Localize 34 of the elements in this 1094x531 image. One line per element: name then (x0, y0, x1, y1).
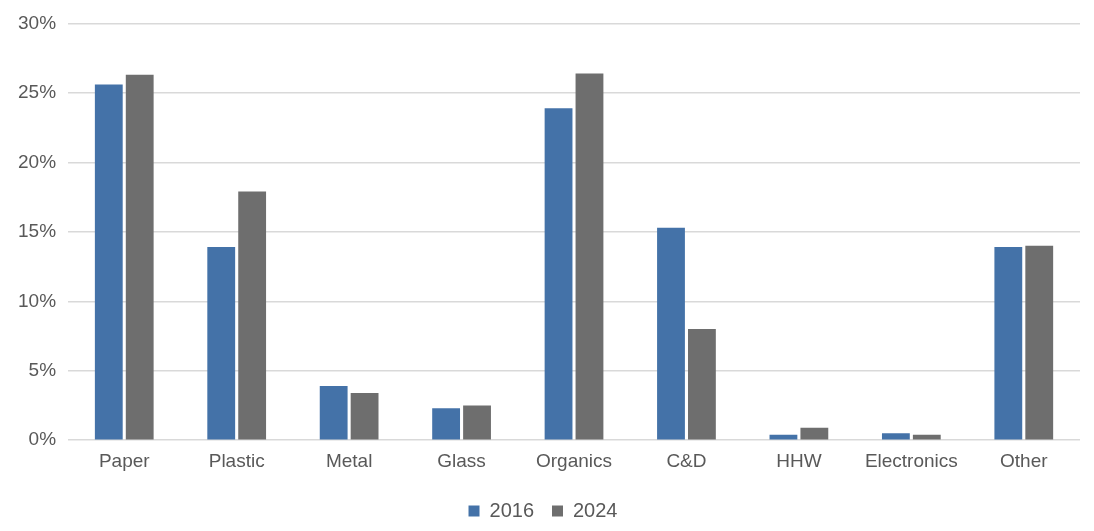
x-tick-label: Glass (437, 449, 486, 471)
x-tick-label: Plastic (208, 449, 265, 471)
bar (94, 84, 123, 440)
bar (575, 73, 604, 440)
x-tick-label: Metal (325, 449, 373, 471)
bar (657, 227, 685, 440)
x-tick-label: Organics (536, 449, 613, 471)
bar (319, 386, 348, 440)
x-tick-label: C&D (666, 449, 707, 471)
y-tick-label: 25% (18, 81, 57, 103)
x-tick-label: Electronics (864, 449, 958, 471)
bar (432, 408, 461, 440)
x-tick-label: Paper (98, 449, 151, 471)
bar (463, 405, 491, 440)
bar (994, 247, 1023, 440)
bar (350, 392, 379, 440)
bar (238, 191, 267, 440)
x-tick-label: HHW (776, 449, 822, 471)
legend-label: 2024 (573, 498, 618, 521)
bar (688, 329, 716, 440)
y-tick-label: 15% (18, 220, 57, 242)
legend-label: 2016 (489, 498, 535, 521)
bar (207, 247, 236, 440)
bar (125, 74, 154, 440)
y-tick-label: 20% (18, 150, 57, 172)
y-tick-label: 30% (18, 11, 57, 33)
y-tick-label: 0% (28, 428, 57, 450)
bar (1025, 245, 1054, 440)
bar (544, 108, 573, 440)
bar (800, 427, 829, 440)
bar (881, 433, 910, 440)
x-tick-label: Other (1000, 449, 1049, 471)
y-tick-label: 5% (28, 358, 57, 380)
y-tick-label: 10% (18, 289, 57, 311)
